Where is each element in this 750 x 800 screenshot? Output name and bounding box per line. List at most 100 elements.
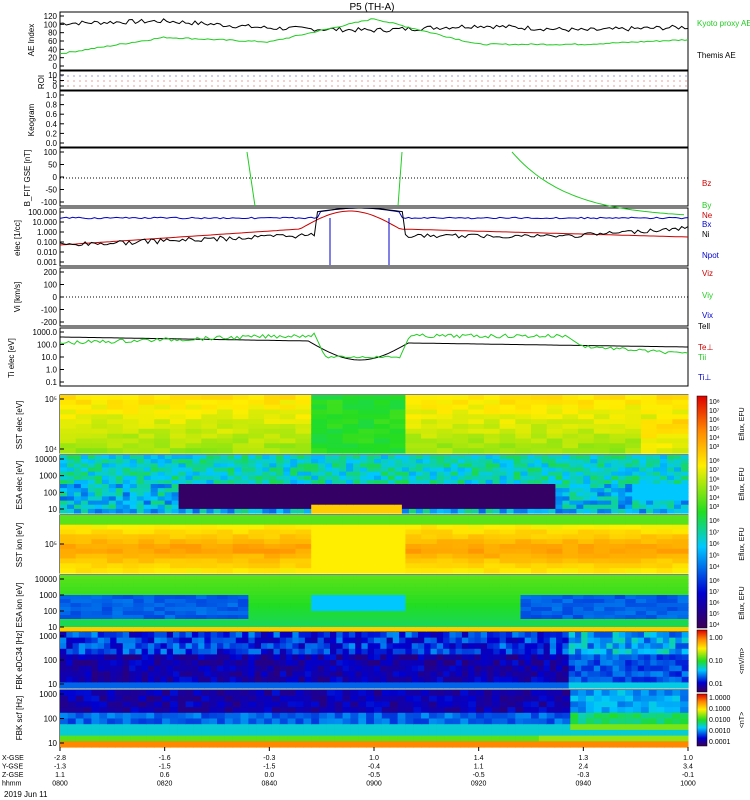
pixel-fbk_e [336,654,344,661]
roi-dot [499,85,501,87]
pixel-fbk_e [631,660,639,667]
pixel-esa_i [384,603,396,608]
pixel-fbk_e [210,632,218,639]
pixel-esa_i [206,587,218,592]
pixel-sst_i [436,519,454,526]
pixel-esa_e [276,496,284,502]
roi-dot [157,80,159,82]
pixel-fbk_e [618,682,626,689]
pixel-sst_i [342,544,359,550]
pixel-esa_e [436,455,445,460]
roi-dot [361,75,363,77]
pixel-fbk_e [531,632,538,639]
pixel-esa_i [80,619,92,624]
pixel-fbk_s [491,690,501,697]
pixel-fbk_e [418,637,425,644]
pixel-esa_i [91,583,103,588]
pixel-sst_i [593,529,611,535]
pixel-fbk_e [562,648,570,655]
pixel-fbk_e [122,648,130,655]
pixel-esa_e [667,492,675,497]
pixel-esa_i [510,603,522,608]
pixel-esa_e [143,500,152,506]
roi-dot [127,75,129,77]
pixel-esa_e [304,455,312,460]
pixel-esa_i [342,595,354,600]
pixel-fbk_s [287,735,296,742]
pixel-esa_i [332,583,344,588]
pixel-esa_i [353,595,365,600]
pixel-sst_e [625,404,642,411]
pixel-fbk_e [575,660,582,667]
pixel-fbk_e [549,665,557,672]
pixel-sst_e [625,433,642,440]
pixel-fbk_s [75,724,85,731]
pixel-fbk_e [85,648,92,655]
pixel-esa_e [213,488,222,493]
pixel-esa_e [576,504,584,510]
pixel-esa_e [101,479,110,485]
pixel-fbk_s [130,735,139,742]
pixel-sst_e [122,409,140,415]
tii-line [59,332,689,359]
pixel-sst_i [546,544,563,550]
pixel-fbk_e [606,665,614,672]
pixel-esa_e [590,500,598,506]
pixel-esa_i [321,579,333,584]
pixel-esa_i [269,603,281,608]
roi-dot [139,85,141,87]
pixel-fbk_e [543,660,551,667]
pixel-esa_i [164,607,176,612]
roi-dot [523,80,525,82]
pixel-fbk_e [242,660,249,667]
pixel-esa_i [363,579,375,584]
pixel-sst_e [672,404,689,411]
pixel-sst_e [248,414,265,420]
pixel-fbk_s [452,729,461,737]
pixel-sst_e [91,433,108,440]
pixel-fbk_s [193,701,202,708]
pixel-esa_e [74,475,82,481]
pixel-esa_e [353,455,361,460]
pixel-esa_i [572,619,584,624]
pixel-esa_i [217,575,229,580]
pixel-esa_e [150,500,159,506]
pixel-fbk_e [367,671,375,678]
pixel-fbk_s [342,701,351,708]
pixel-sst_i [185,529,202,535]
pixel-esa_e [346,484,354,489]
pixel-esa_e [360,496,368,502]
pixel-sst_i [640,548,658,555]
pixel-esa_i [112,611,124,616]
pixel-sst_e [625,424,642,430]
pixel-fbk_s [169,735,179,742]
pixel-fbk_e [135,632,143,639]
pixel-esa_i [311,587,323,592]
pixel-esa_e [290,467,298,473]
pixel-fbk_s [295,735,304,742]
pixel-esa_e [464,492,473,497]
pixel-fbk_e [392,632,400,639]
pixel-esa_i [551,607,563,612]
pixel-fbk_s [468,701,477,708]
pixel-esa_i [604,599,616,604]
pixel-esa_e [381,484,389,489]
pixel-fbk_e [436,676,444,683]
pixel-esa_i [667,603,679,608]
pixel-esa_i [217,579,229,584]
pixel-sst_i [185,568,202,574]
pixel-esa_i [143,583,155,588]
pixel-sst_e [436,448,454,454]
pixel-fbk_e [637,660,645,667]
pixel-esa_i [499,599,511,604]
pixel-fbk_s [476,735,485,742]
pixel-sst_e [593,443,611,449]
roi-dot [559,75,561,77]
pixel-esa_e [541,463,550,468]
pixel-sst_e [91,409,108,415]
pixel-sst_e [311,443,328,449]
pixel-sst_i [436,568,454,574]
pixel-esa_e [157,504,166,510]
pixel-esa_e [199,508,208,514]
pixel-fbk_s [413,695,422,702]
